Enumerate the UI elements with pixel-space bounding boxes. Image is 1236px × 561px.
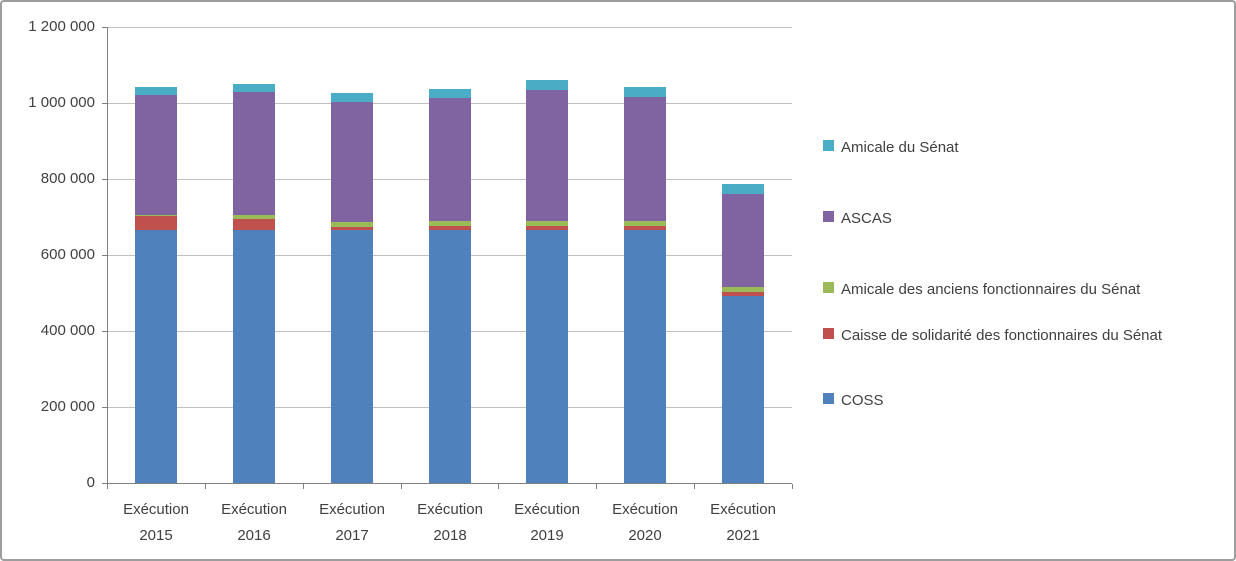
- bar-segment: [624, 229, 666, 483]
- x-axis-tick: [303, 484, 304, 489]
- gridline: [107, 27, 792, 28]
- bar-segment: [331, 222, 373, 227]
- x-axis-label: Exécution 2015: [123, 501, 189, 544]
- bar-segment: [526, 220, 568, 227]
- y-axis-tick: [102, 407, 107, 408]
- y-axis-tick: [102, 103, 107, 104]
- bar-segment: [135, 95, 177, 216]
- bar-segment: [135, 87, 177, 96]
- bar-segment: [233, 219, 275, 230]
- bar-segment: [526, 229, 568, 483]
- bar-segment: [526, 226, 568, 230]
- x-axis-label: Exécution 2016: [221, 501, 287, 544]
- x-axis-label: Exécution 2019: [514, 501, 580, 544]
- bar-segment: [722, 286, 764, 292]
- bar-segment: [722, 183, 764, 195]
- bar-segment: [233, 229, 275, 483]
- legend-label: Amicale du Sénat: [841, 139, 959, 156]
- bar-segment: [233, 91, 275, 216]
- legend-label: Amicale des anciens fonctionnaires du Sé…: [841, 281, 1141, 298]
- legend-swatch-icon: [823, 140, 834, 151]
- legend-label: Caisse de solidarité des fonctionnaires …: [841, 327, 1163, 344]
- bar-segment: [624, 96, 666, 222]
- bar-segment: [135, 230, 177, 483]
- x-axis-tick: [792, 484, 793, 489]
- bar-segment: [722, 291, 764, 297]
- x-axis-line: [107, 483, 792, 484]
- y-axis-label: 1 200 000: [28, 18, 95, 35]
- legend-item: ASCAS: [823, 207, 892, 231]
- bar-segment: [526, 90, 568, 221]
- bar-segment: [429, 88, 471, 99]
- y-axis-label: 400 000: [40, 322, 95, 339]
- x-axis-label: Exécution 2021: [710, 501, 776, 544]
- y-axis-label: 800 000: [40, 170, 95, 187]
- x-axis-label: Exécution 2020: [612, 501, 678, 544]
- x-axis-tick: [107, 484, 108, 489]
- legend-swatch-icon: [823, 328, 834, 339]
- bar-segment: [624, 87, 666, 97]
- legend-swatch-icon: [823, 393, 834, 404]
- y-axis-label: 600 000: [40, 246, 95, 263]
- legend-label: ASCAS: [841, 210, 892, 227]
- bar-segment: [429, 98, 471, 221]
- y-axis-tick: [102, 255, 107, 256]
- x-axis-tick: [401, 484, 402, 489]
- x-axis-tick: [596, 484, 597, 489]
- bar-segment: [624, 226, 666, 230]
- x-axis-tick: [205, 484, 206, 489]
- legend-item: Caisse de solidarité des fonctionnaires …: [823, 324, 1162, 348]
- legend-swatch-icon: [823, 211, 834, 222]
- bar-segment: [331, 230, 373, 483]
- bar-segment: [331, 92, 373, 102]
- y-axis-label: 1 000 000: [28, 94, 95, 111]
- bar-segment: [331, 226, 373, 231]
- x-axis-label: Exécution 2018: [417, 501, 483, 544]
- bar-segment: [429, 229, 471, 483]
- bar-segment: [135, 216, 177, 231]
- bar-segment: [526, 80, 568, 91]
- bar-segment: [331, 101, 373, 223]
- bar-segment: [429, 220, 471, 226]
- y-axis-tick: [102, 179, 107, 180]
- x-axis-label: Exécution 2017: [319, 501, 385, 544]
- legend-item: COSS: [823, 389, 884, 413]
- x-axis-tick: [498, 484, 499, 489]
- bar-segment: [624, 221, 666, 227]
- y-axis-tick: [102, 331, 107, 332]
- y-axis-label: 200 000: [40, 398, 95, 415]
- legend-item: Amicale des anciens fonctionnaires du Sé…: [823, 278, 1140, 302]
- y-axis-line: [107, 27, 108, 483]
- y-axis-tick: [102, 483, 107, 484]
- bar-segment: [135, 215, 177, 217]
- bar-segment: [233, 84, 275, 92]
- bar-segment: [722, 296, 764, 483]
- bar-segment: [233, 215, 275, 220]
- y-axis-tick: [102, 27, 107, 28]
- x-axis-tick: [694, 484, 695, 489]
- bar-segment: [429, 225, 471, 230]
- legend-label: COSS: [841, 392, 884, 409]
- legend-swatch-icon: [823, 282, 834, 293]
- y-axis-label: 0: [86, 474, 95, 491]
- legend-item: Amicale du Sénat: [823, 136, 959, 160]
- bar-segment: [722, 194, 764, 287]
